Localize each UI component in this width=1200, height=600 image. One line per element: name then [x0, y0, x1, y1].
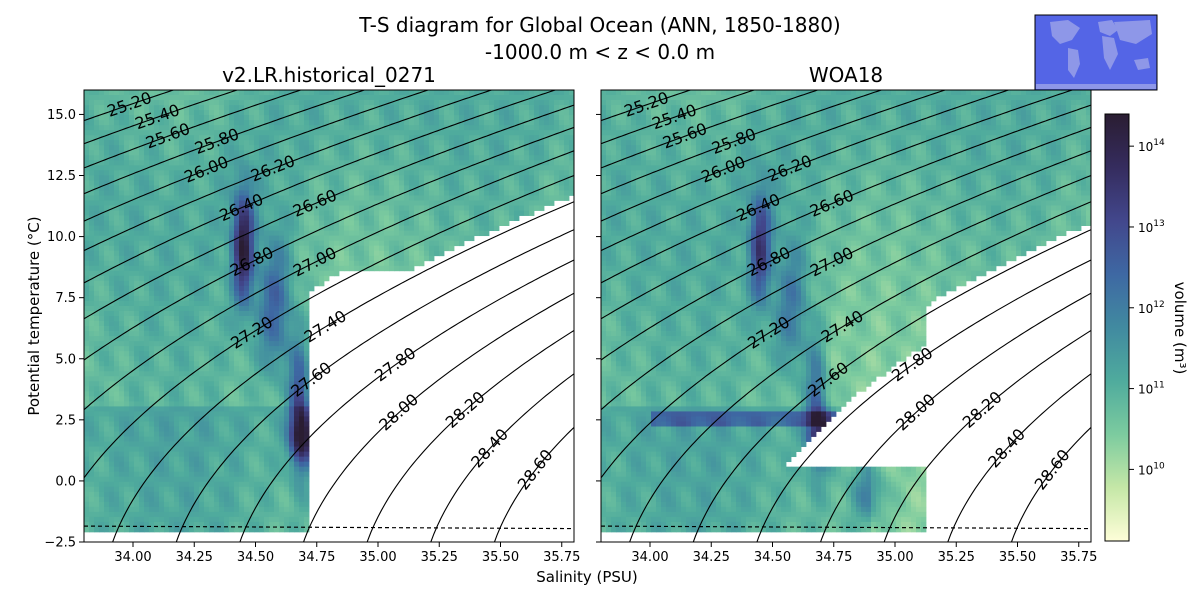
x-tick-label: 34.00: [114, 550, 151, 565]
chart-title: T-S diagram for Global Ocean (ANN, 1850-…: [358, 13, 840, 37]
colorbar-gradient: [1104, 113, 1130, 542]
density-contour-label: 28.20: [959, 387, 1006, 432]
y-tick-label: 7.5: [55, 291, 76, 306]
heatmap-woa18: [601, 90, 1091, 533]
x-tick-label: 35.75: [543, 550, 580, 565]
freezing-line-woa18: [600, 525, 1092, 530]
x-tick-label: 35.00: [359, 550, 396, 565]
density-contour-label: 28.20: [442, 387, 489, 432]
panel-title-model: v2.LR.historical_0271: [222, 63, 436, 87]
inset-map-land: [1036, 20, 1156, 89]
density-contour-label: 28.60: [514, 446, 557, 494]
x-tick-label: 35.00: [876, 550, 913, 565]
x-tick-label: 35.25: [421, 550, 458, 565]
y-tick-label: −2.5: [44, 536, 76, 551]
colorbar-label: volume (m³): [1171, 282, 1189, 375]
x-axis-label: Salinity (PSU): [536, 568, 638, 586]
x-tick-label: 34.25: [693, 550, 730, 565]
colorbar-tick-label: 1011: [1138, 381, 1165, 397]
x-tick-label: 34.75: [298, 550, 335, 565]
y-tick-label: 10.0: [47, 230, 76, 245]
density-contour-label: 28.40: [984, 425, 1029, 472]
colorbar: 1010 1011 1012 1013 1014 volume (m³): [1104, 113, 1189, 542]
y-tick-label: 12.5: [47, 169, 76, 184]
y-ticks-model: −2.5 0.0 2.5 5.0 7.5 10.0 12.5 15.0: [44, 108, 84, 551]
x-ticks-woa18: 34.00 34.25 34.50 34.75 35.00 35.25 35.50 35.75: [631, 542, 1097, 565]
x-tick-label: 35.50: [999, 550, 1036, 565]
density-contour-label: 28.60: [1031, 446, 1074, 494]
x-tick-label: 34.25: [176, 550, 213, 565]
y-tick-label: 15.0: [47, 108, 76, 123]
x-tick-label: 34.00: [631, 550, 668, 565]
plot-frame-model: [83, 89, 575, 543]
panel-title-woa18: WOA18: [809, 63, 883, 87]
density-contour-label: 28.40: [467, 425, 512, 472]
colorbar-tick-label: 1012: [1138, 300, 1165, 316]
density-contour-label: 28.00: [375, 390, 422, 435]
x-tick-label: 35.25: [938, 550, 975, 565]
y-tick-label: 2.5: [55, 413, 76, 428]
colorbar-tick-label: 1014: [1138, 138, 1165, 154]
x-tick-label: 34.75: [815, 550, 852, 565]
x-tick-label: 34.50: [237, 550, 274, 565]
x-tick-label: 35.75: [1060, 550, 1097, 565]
freezing-line-model: [83, 525, 575, 530]
x-ticks-model: 34.00 34.25 34.50 34.75 35.00 35.25 35.50 35.75: [114, 542, 580, 565]
y-tick-label: 5.0: [55, 352, 76, 367]
plot-frame-woa18: [600, 89, 1092, 543]
y-tick-label: 0.0: [55, 474, 76, 489]
density-contour-label: 28.00: [892, 390, 939, 435]
y-ticks-woa18: [596, 113, 601, 543]
chart-subtitle: -1000.0 m < z < 0.0 m: [485, 40, 715, 64]
x-tick-label: 34.50: [754, 550, 791, 565]
density-contour-label: 27.80: [371, 343, 419, 385]
heatmap-model: [84, 90, 574, 533]
colorbar-tick-label: 1010: [1138, 461, 1165, 477]
x-tick-label: 35.50: [482, 550, 519, 565]
inset-map: [1034, 14, 1158, 91]
y-axis-label: Potential temperature (°C): [25, 216, 43, 415]
colorbar-tick-label: 1013: [1138, 219, 1165, 235]
colorbar-ticks: 1010 1011 1012 1013 1014: [1129, 138, 1165, 477]
